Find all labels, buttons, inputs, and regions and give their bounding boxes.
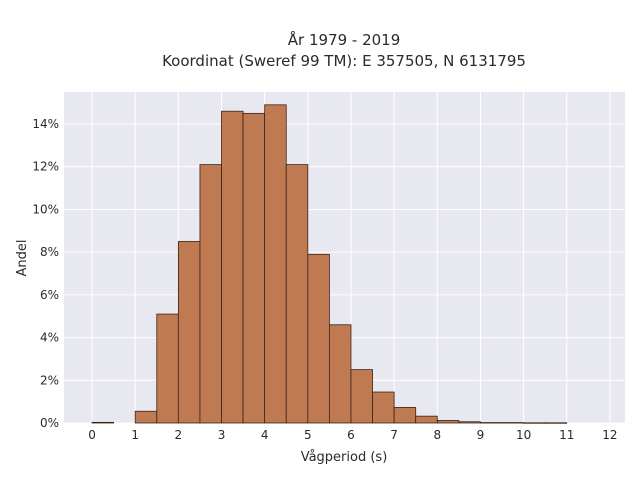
x-tick-label: 1 (131, 428, 139, 442)
x-tick-label: 9 (477, 428, 485, 442)
chart-title-line2: Koordinat (Sweref 99 TM): E 357505, N 61… (162, 52, 526, 70)
x-tick-label: 6 (347, 428, 355, 442)
histogram-bar-7 (264, 104, 287, 424)
histogram-bar-14 (415, 415, 438, 424)
histogram-bar-9 (307, 253, 330, 424)
histogram-bar-10 (328, 324, 352, 424)
chart-title-line1: År 1979 - 2019 (288, 30, 401, 49)
histogram-bar-8 (285, 164, 309, 424)
y-tick-label: 6% (40, 288, 59, 302)
histogram-bar-13 (393, 407, 417, 424)
histogram-bar-5 (221, 110, 244, 424)
bars (91, 104, 568, 424)
x-tick-labels: 0 1 2 3 4 5 6 7 8 9 10 11 12 (88, 428, 617, 442)
histogram-bar-17 (480, 422, 503, 424)
x-tick-label: 2 (175, 428, 183, 442)
y-tick-label: 4% (40, 331, 59, 345)
x-tick-label: 11 (559, 428, 574, 442)
histogram-bar-2 (156, 313, 179, 424)
histogram-bar-19 (523, 422, 546, 424)
y-tick-label: 14% (32, 117, 59, 131)
y-tick-label: 12% (32, 160, 59, 174)
histogram-bar-6 (242, 112, 266, 424)
histogram-bar-15 (436, 420, 460, 424)
histogram-bar-11 (350, 369, 373, 424)
y-tick-label: 8% (40, 245, 59, 259)
x-tick-label: 5 (304, 428, 312, 442)
y-tick-label: 0% (40, 416, 59, 430)
histogram-bar-0 (91, 421, 115, 424)
x-tick-label: 4 (261, 428, 269, 442)
y-axis-label: Andel (15, 240, 30, 277)
y-tick-label: 10% (32, 202, 59, 216)
x-tick-label: 12 (602, 428, 617, 442)
x-axis-label: Vågperiod (s) (301, 450, 388, 465)
histogram-bar-20 (544, 422, 568, 424)
x-tick-label: 8 (433, 428, 441, 442)
x-tick-label: 0 (88, 428, 96, 442)
histogram-bar-1 (134, 410, 158, 424)
histogram-bar-4 (199, 164, 222, 424)
y-tick-label: 2% (40, 373, 59, 387)
x-tick-label: 10 (516, 428, 531, 442)
y-tick-labels: 0% 2% 4% 6% 8% 10% 12% 14% (32, 117, 59, 430)
histogram-bar-3 (177, 241, 201, 424)
histogram-bar-18 (501, 422, 524, 424)
histogram-bar-12 (372, 391, 395, 424)
histogram-bar-16 (458, 421, 481, 424)
x-tick-label: 7 (390, 428, 398, 442)
x-tick-label: 3 (218, 428, 226, 442)
